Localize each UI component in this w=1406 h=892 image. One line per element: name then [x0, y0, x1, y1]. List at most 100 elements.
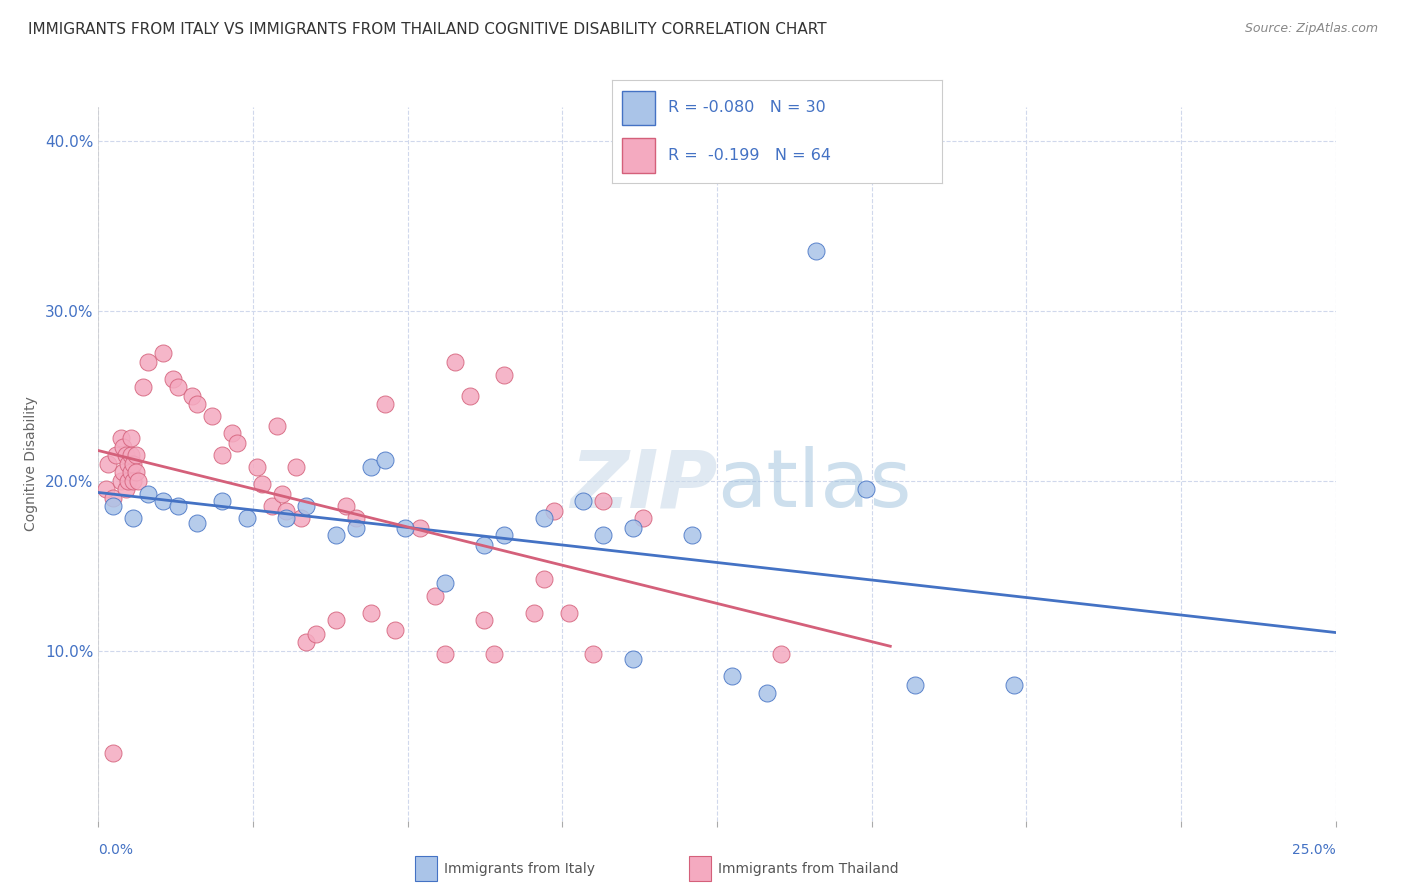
Point	[360, 607, 382, 621]
Text: IMMIGRANTS FROM ITALY VS IMMIGRANTS FROM THAILAND COGNITIVE DISABILITY CORRELATI: IMMIGRANTS FROM ITALY VS IMMIGRANTS FROM…	[28, 22, 827, 37]
Point	[305, 626, 328, 640]
Point	[120, 448, 142, 462]
Point	[721, 669, 744, 683]
FancyBboxPatch shape	[621, 91, 655, 126]
Point	[201, 409, 224, 424]
Point	[474, 538, 496, 552]
Point	[186, 516, 208, 531]
Point	[103, 491, 125, 505]
Y-axis label: Cognitive Disability: Cognitive Disability	[24, 396, 38, 532]
Text: R = -0.080   N = 30: R = -0.080 N = 30	[668, 101, 825, 115]
Point	[770, 647, 793, 661]
Point	[166, 380, 188, 394]
Point	[114, 448, 136, 462]
Point	[394, 521, 416, 535]
Text: 25.0%: 25.0%	[1292, 843, 1336, 857]
Point	[523, 607, 546, 621]
Point	[621, 652, 644, 666]
Point	[681, 528, 703, 542]
Point	[117, 457, 139, 471]
Point	[755, 686, 778, 700]
Point	[103, 500, 125, 514]
Point	[114, 483, 136, 497]
Point	[621, 521, 644, 535]
Point	[443, 355, 465, 369]
Point	[494, 368, 516, 383]
Point	[384, 624, 406, 638]
Point	[592, 494, 614, 508]
Point	[494, 528, 516, 542]
Point	[423, 590, 446, 604]
Point	[285, 460, 308, 475]
Text: 0.0%: 0.0%	[98, 843, 134, 857]
Point	[543, 504, 565, 518]
Point	[295, 500, 318, 514]
Point	[122, 457, 145, 471]
Point	[572, 494, 595, 508]
Point	[103, 746, 125, 760]
Point	[533, 573, 555, 587]
Point	[136, 355, 159, 369]
Point	[855, 483, 877, 497]
Point	[122, 511, 145, 525]
Point	[120, 466, 142, 480]
Text: atlas: atlas	[717, 446, 911, 524]
Point	[94, 483, 117, 497]
FancyBboxPatch shape	[621, 137, 655, 173]
Point	[120, 431, 142, 445]
Point	[122, 474, 145, 488]
Point	[266, 419, 288, 434]
Point	[631, 511, 654, 525]
Point	[246, 460, 269, 475]
Point	[127, 474, 149, 488]
Point	[270, 487, 292, 501]
Point	[344, 521, 367, 535]
Point	[110, 431, 132, 445]
Point	[162, 372, 184, 386]
Point	[112, 466, 135, 480]
Text: Source: ZipAtlas.com: Source: ZipAtlas.com	[1244, 22, 1378, 36]
Point	[325, 613, 347, 627]
Point	[236, 511, 259, 525]
Point	[211, 448, 233, 462]
Point	[124, 448, 146, 462]
Point	[557, 607, 579, 621]
Point	[276, 511, 298, 525]
Point	[409, 521, 432, 535]
Point	[132, 380, 155, 394]
Point	[276, 504, 298, 518]
Text: Immigrants from Italy: Immigrants from Italy	[444, 862, 595, 876]
Point	[97, 457, 120, 471]
Point	[344, 511, 367, 525]
Point	[433, 647, 456, 661]
Point	[226, 436, 249, 450]
Point	[295, 635, 318, 649]
Point	[221, 426, 243, 441]
Point	[166, 500, 188, 514]
Point	[136, 487, 159, 501]
Point	[325, 528, 347, 542]
Point	[124, 466, 146, 480]
Point	[211, 494, 233, 508]
Point	[360, 460, 382, 475]
Point	[290, 511, 312, 525]
Point	[484, 647, 506, 661]
Point	[112, 440, 135, 454]
Point	[374, 397, 396, 411]
Point	[181, 389, 204, 403]
Point	[1002, 678, 1025, 692]
Point	[374, 453, 396, 467]
Text: R =  -0.199   N = 64: R = -0.199 N = 64	[668, 148, 831, 162]
Point	[533, 511, 555, 525]
Point	[904, 678, 927, 692]
Point	[110, 474, 132, 488]
Point	[260, 500, 283, 514]
Point	[582, 647, 605, 661]
Point	[104, 448, 127, 462]
Point	[433, 575, 456, 590]
Point	[152, 494, 174, 508]
Point	[474, 613, 496, 627]
Text: Immigrants from Thailand: Immigrants from Thailand	[718, 862, 898, 876]
Point	[250, 477, 273, 491]
Point	[458, 389, 481, 403]
